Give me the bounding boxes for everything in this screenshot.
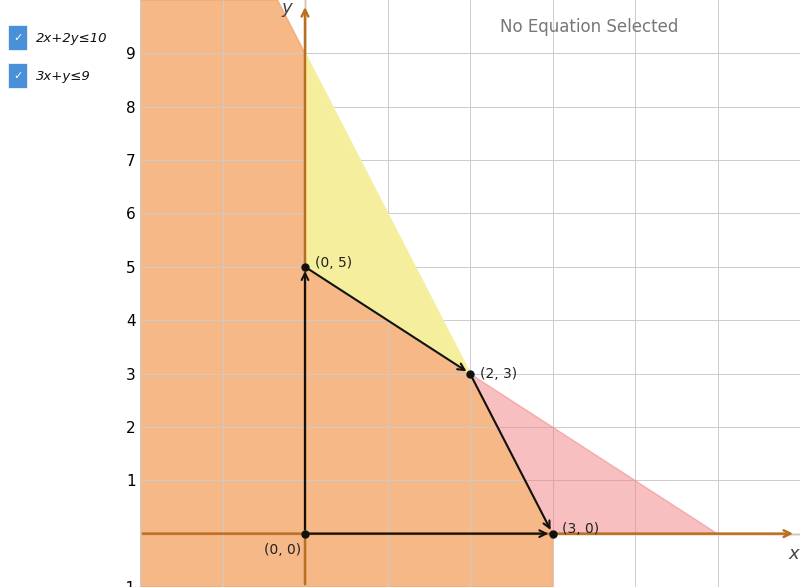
Text: y: y xyxy=(282,0,292,17)
Text: x: x xyxy=(788,545,798,563)
Bar xyxy=(8,63,28,89)
Text: No Equation Selected: No Equation Selected xyxy=(500,18,678,36)
Text: 2x+2y≤10: 2x+2y≤10 xyxy=(37,32,108,45)
Text: ✓: ✓ xyxy=(14,33,23,43)
Bar xyxy=(8,25,28,51)
Text: (0, 0): (0, 0) xyxy=(264,542,301,556)
Text: ✓: ✓ xyxy=(14,71,23,82)
Text: (2, 3): (2, 3) xyxy=(480,366,517,380)
Text: (0, 5): (0, 5) xyxy=(315,255,352,269)
Text: (3, 0): (3, 0) xyxy=(562,522,599,537)
Text: 3x+y≤9: 3x+y≤9 xyxy=(37,70,91,83)
